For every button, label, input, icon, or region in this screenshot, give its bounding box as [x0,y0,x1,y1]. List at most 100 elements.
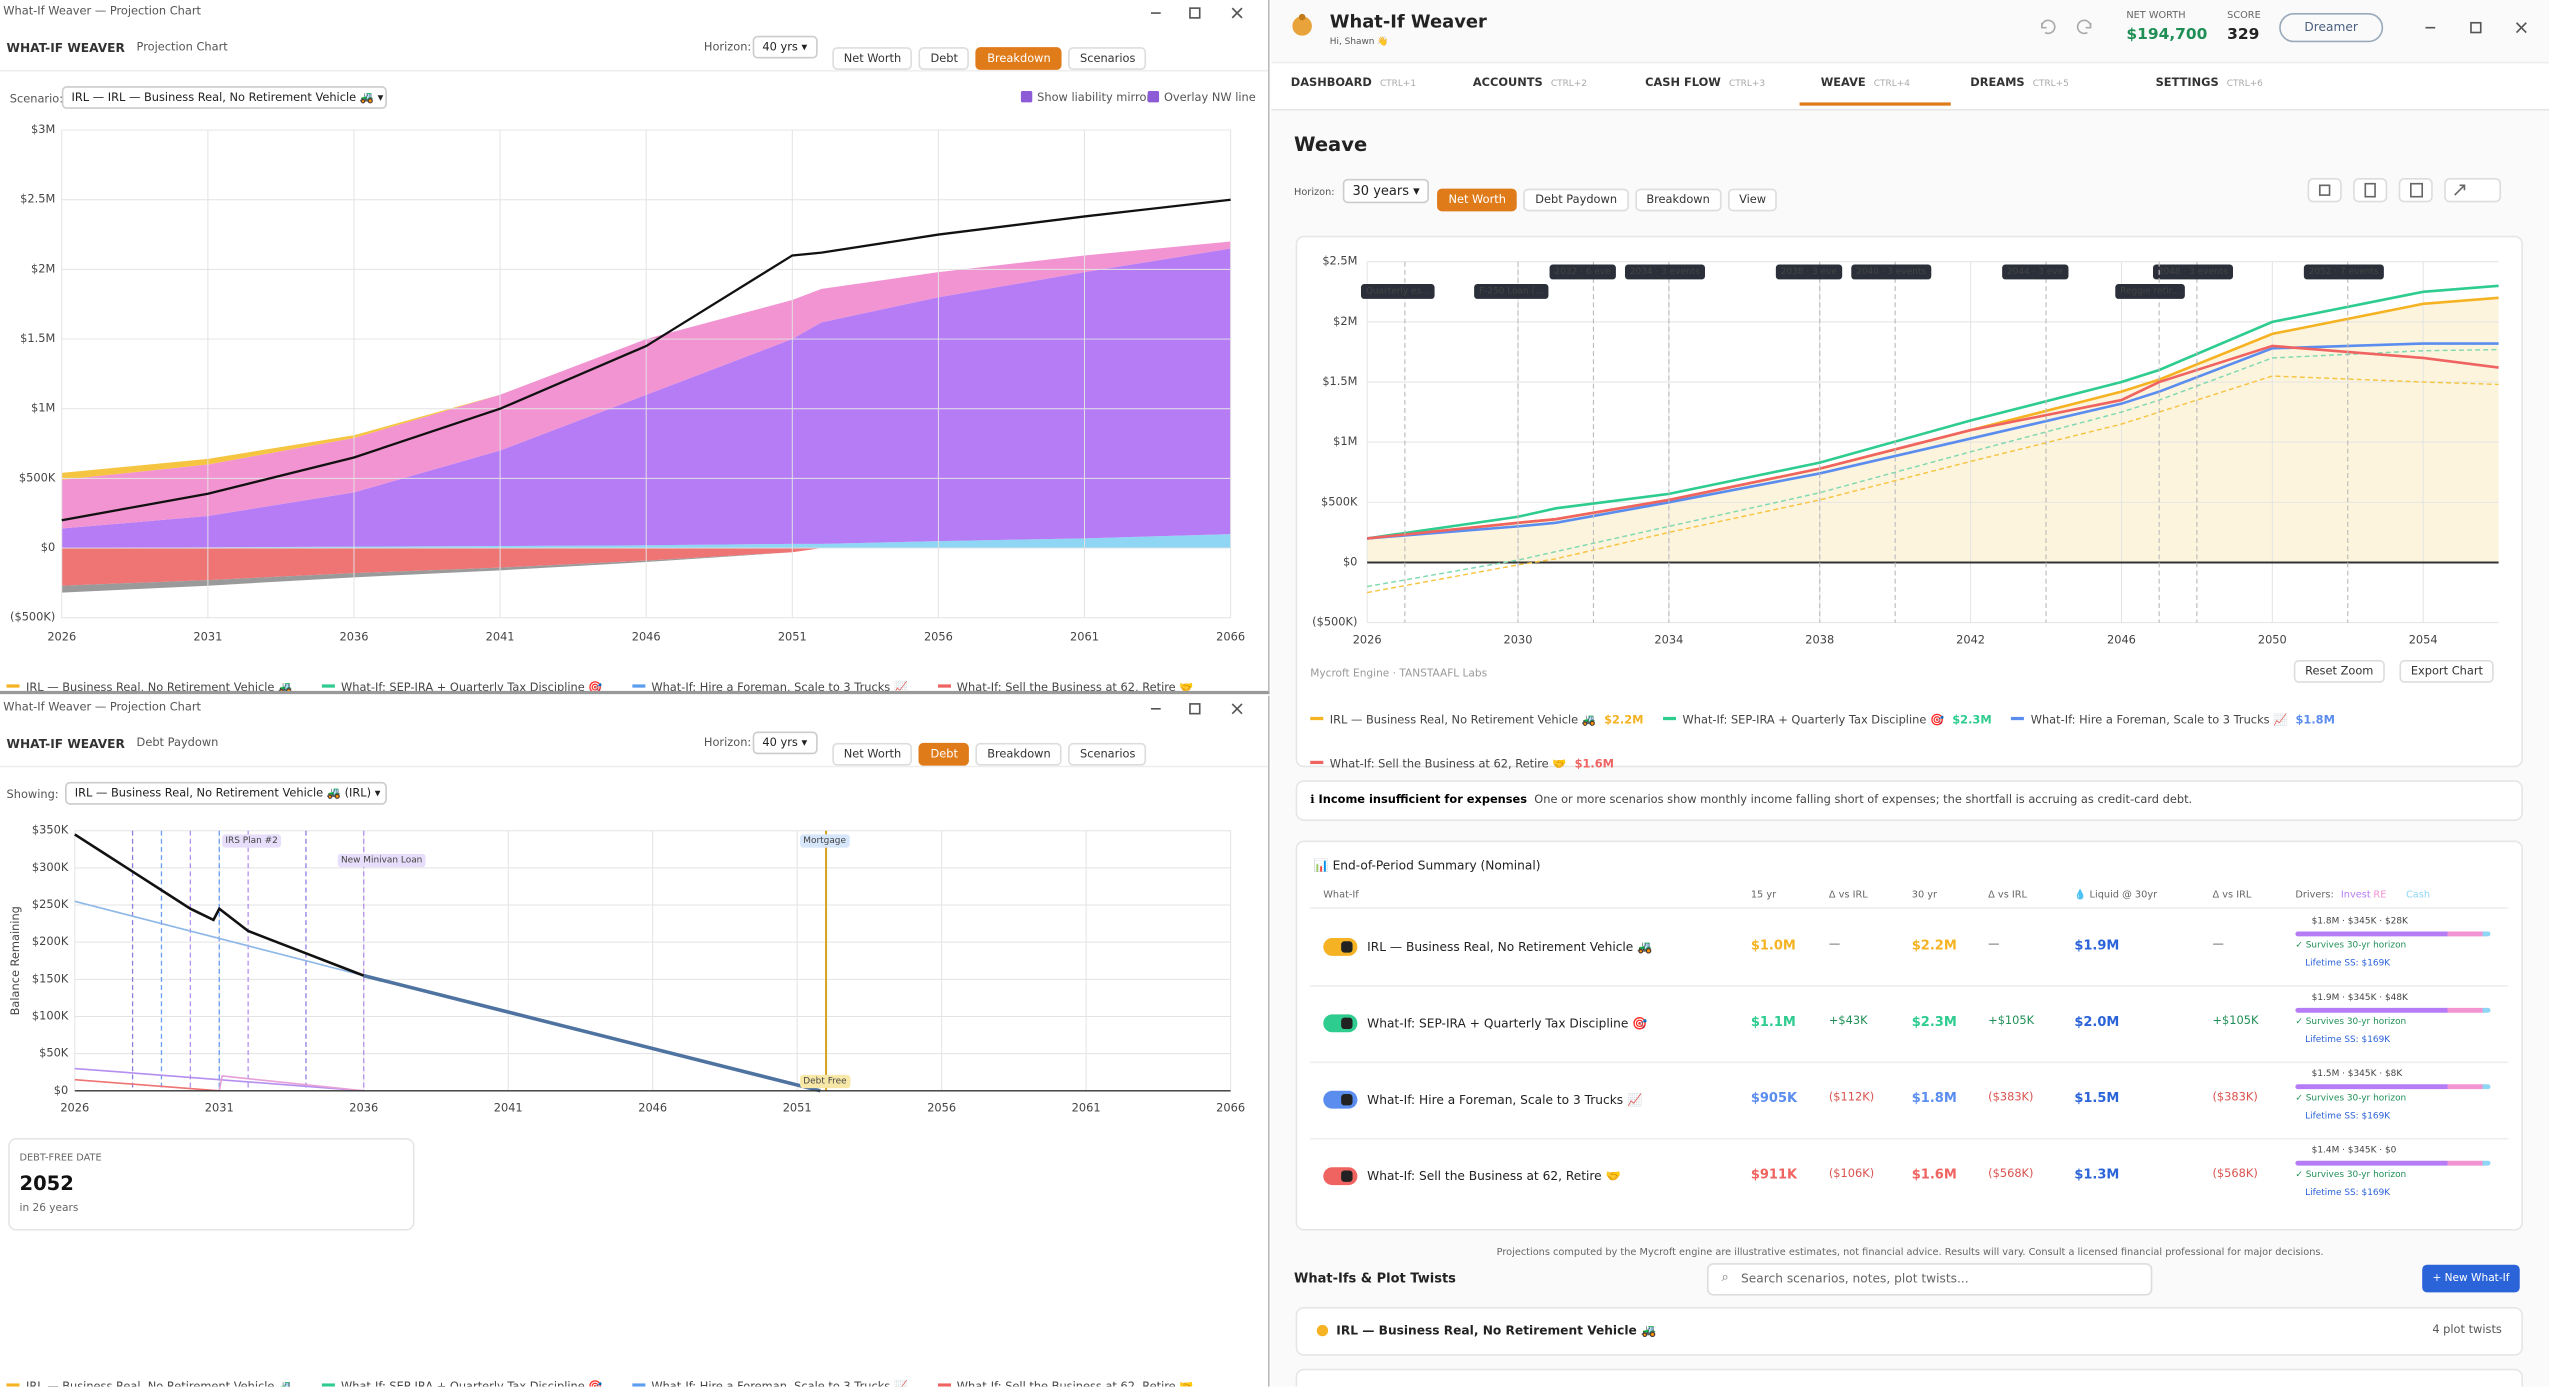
net-worth-button[interactable]: Net Worth [832,742,913,766]
legend-item: What-If: Sell the Business at 62, Retire… [937,1380,1193,1387]
legend-item: What-If: SEP-IRA + Quarterly Tax Discipl… [1663,714,1992,727]
reset-zoom-button[interactable]: Reset Zoom [2293,660,2385,683]
nav-active-indicator [1799,102,1951,106]
y-tick-label: $50K [39,1046,69,1060]
driver-key: Cash [2406,889,2430,900]
event-label: New Minivan Loan [341,855,422,865]
horizon-value: 40 yrs [762,40,798,54]
x-tick-label: 2041 [494,1101,523,1115]
nav-key: CTRL+3 [1728,79,1766,90]
window-controls[interactable] [1138,699,1268,719]
scenario-line [1366,284,2499,540]
window-controls[interactable] [2419,16,2546,39]
legend-item: What-If: Sell the Business at 62, Retire… [937,681,1193,691]
legend: IRL — Business Real, No Retirement Vehic… [6,1366,1223,1387]
header-rule [1310,907,2509,909]
summary-cell: ($383K) [1988,1090,2034,1104]
whatif-item[interactable] [1295,1368,2523,1387]
debt-line [74,833,365,977]
legend-label: IRL — Business Real, No Retirement Vehic… [1329,713,1596,727]
debt-paydown-button[interactable]: Debt Paydown [1523,188,1629,212]
survival-note: ✓ Survives 30-yr horizon [2295,1094,2407,1104]
survival-note: ✓ Survives 30-yr horizon [2295,1017,2407,1028]
scenario-label: Scenario: [9,92,64,106]
window-title: What-If Weaver — Projection Chart [3,4,201,18]
x-tick-label: 2026 [47,629,76,643]
nav-item[interactable]: CASH FLOW CTRL+3 [1645,76,1765,89]
chart-tools[interactable] [2305,176,2533,205]
debt-line [74,1067,364,1092]
horizon-select[interactable]: 30 years ▾ [1342,178,1430,204]
debt-line [363,973,821,1093]
alert: ℹ Income insufficient for expenses One o… [1295,780,2523,821]
nav-item[interactable]: SETTINGS CTRL+6 [2156,76,2263,89]
y-tick-label: $250K [32,897,69,911]
export-button[interactable]: Export Chart [2399,660,2495,683]
y-tick-label: $500K [19,470,56,484]
x-tick-label: 2030 [1504,633,1533,647]
horizon-label: Horizon: [703,736,752,750]
y-tick-label: $0 [1343,554,1357,568]
breakdown-chart: ($500K) $0 $500K $1M $1.5M $2M $2.5M $3M 2026 203… [10,122,1245,643]
showing-select[interactable]: IRL — Business Real, No Retirement Vehic… [65,781,387,805]
event-chip [2115,284,2185,299]
nav-label: ACCOUNTS [1472,76,1543,90]
window-controls[interactable] [1138,3,1268,23]
nav-item[interactable]: DREAMS CTRL+5 [1970,76,2069,89]
row-rule [1310,1061,2509,1064]
checkbox[interactable]: Show liability mirror [1020,91,1152,105]
column-header: 30 yr [1911,889,1938,901]
net-worth-button[interactable]: Net Worth [832,47,913,70]
new-whatif-button[interactable]: + New What-If [2422,1264,2520,1293]
app-name: WHAT-IF WEAVER [6,736,125,752]
driver-key: Invest [2341,889,2371,900]
legend-label: What-If: SEP-IRA + Quarterly Tax Discipl… [340,681,603,695]
breakdown-button[interactable]: Breakdown [975,742,1063,766]
scenario-dot [1316,1324,1329,1337]
event-label: Mortgage [803,836,846,846]
driver-bar [2295,931,2491,937]
x-tick-label: 2026 [1353,633,1382,647]
nav-key: CTRL+6 [2226,79,2263,90]
column-header: Δ vs IRL [1988,889,2027,901]
summary-cell: ($112K) [1828,1090,1875,1104]
nav-label: DREAMS [1970,76,2025,90]
scenario-select[interactable]: IRL — IRL — Business Real, No Retirement… [61,86,387,109]
x-tick-label: 2056 [927,1101,956,1115]
legend-value: $2.2M [1604,713,1644,727]
nav-item[interactable]: WEAVE CTRL+4 [1821,76,1910,89]
scenarios-button[interactable]: Scenarios [1068,742,1147,766]
toggle-knob [1341,1094,1353,1106]
summary-cell: ($568K) [2212,1167,2258,1181]
nav-item[interactable]: ACCOUNTS CTRL+2 [1473,76,1587,89]
search-box[interactable]: ⌕ Search scenarios, notes, plot twists... [1706,1263,2153,1296]
y-tick-label: $500K [1321,494,1358,508]
view-button[interactable]: View [1727,188,1778,212]
nav-key: CTRL+1 [1379,79,1417,90]
legend-swatch [631,684,645,688]
column-header: Δ vs IRL [2212,889,2252,901]
horizon-select[interactable]: 40 yrs ▾ [752,35,817,59]
undo-redo[interactable] [2035,16,2100,39]
breakdown-button[interactable]: Breakdown [975,47,1063,70]
debt-button[interactable]: Debt [919,47,970,70]
driver-key-label: RE [2373,889,2387,901]
breakdown-button[interactable]: Breakdown [1634,188,1722,212]
horizon-select[interactable]: 40 yrs ▾ [752,731,817,755]
liquid-line [1367,348,2499,588]
y-tick-label: $0 [54,1083,68,1097]
summary-cell: ($383K) [2212,1090,2258,1104]
legend-item: IRL — Business Real, No Retirement Vehic… [6,681,293,691]
scenarios-button[interactable]: Scenarios [1068,47,1147,70]
checkbox-label: Show liability mirror [1037,91,1152,105]
summary-cell: $1.1M [1750,1014,1796,1030]
whatif-item[interactable]: IRL — Business Real, No Retirement Vehic… [1295,1307,2523,1356]
nav-item[interactable]: DASHBOARD CTRL+1 [1291,76,1416,89]
checkbox[interactable]: Overlay NW line [1147,91,1256,104]
driver-bar [2295,1160,2491,1166]
event-chip [1474,284,1549,299]
net-worth-button[interactable]: Net Worth [1437,188,1518,212]
debt-button[interactable]: Debt [919,742,970,766]
level-badge[interactable]: Dreamer [2279,13,2384,43]
nav-key: CTRL+5 [2032,79,2069,90]
